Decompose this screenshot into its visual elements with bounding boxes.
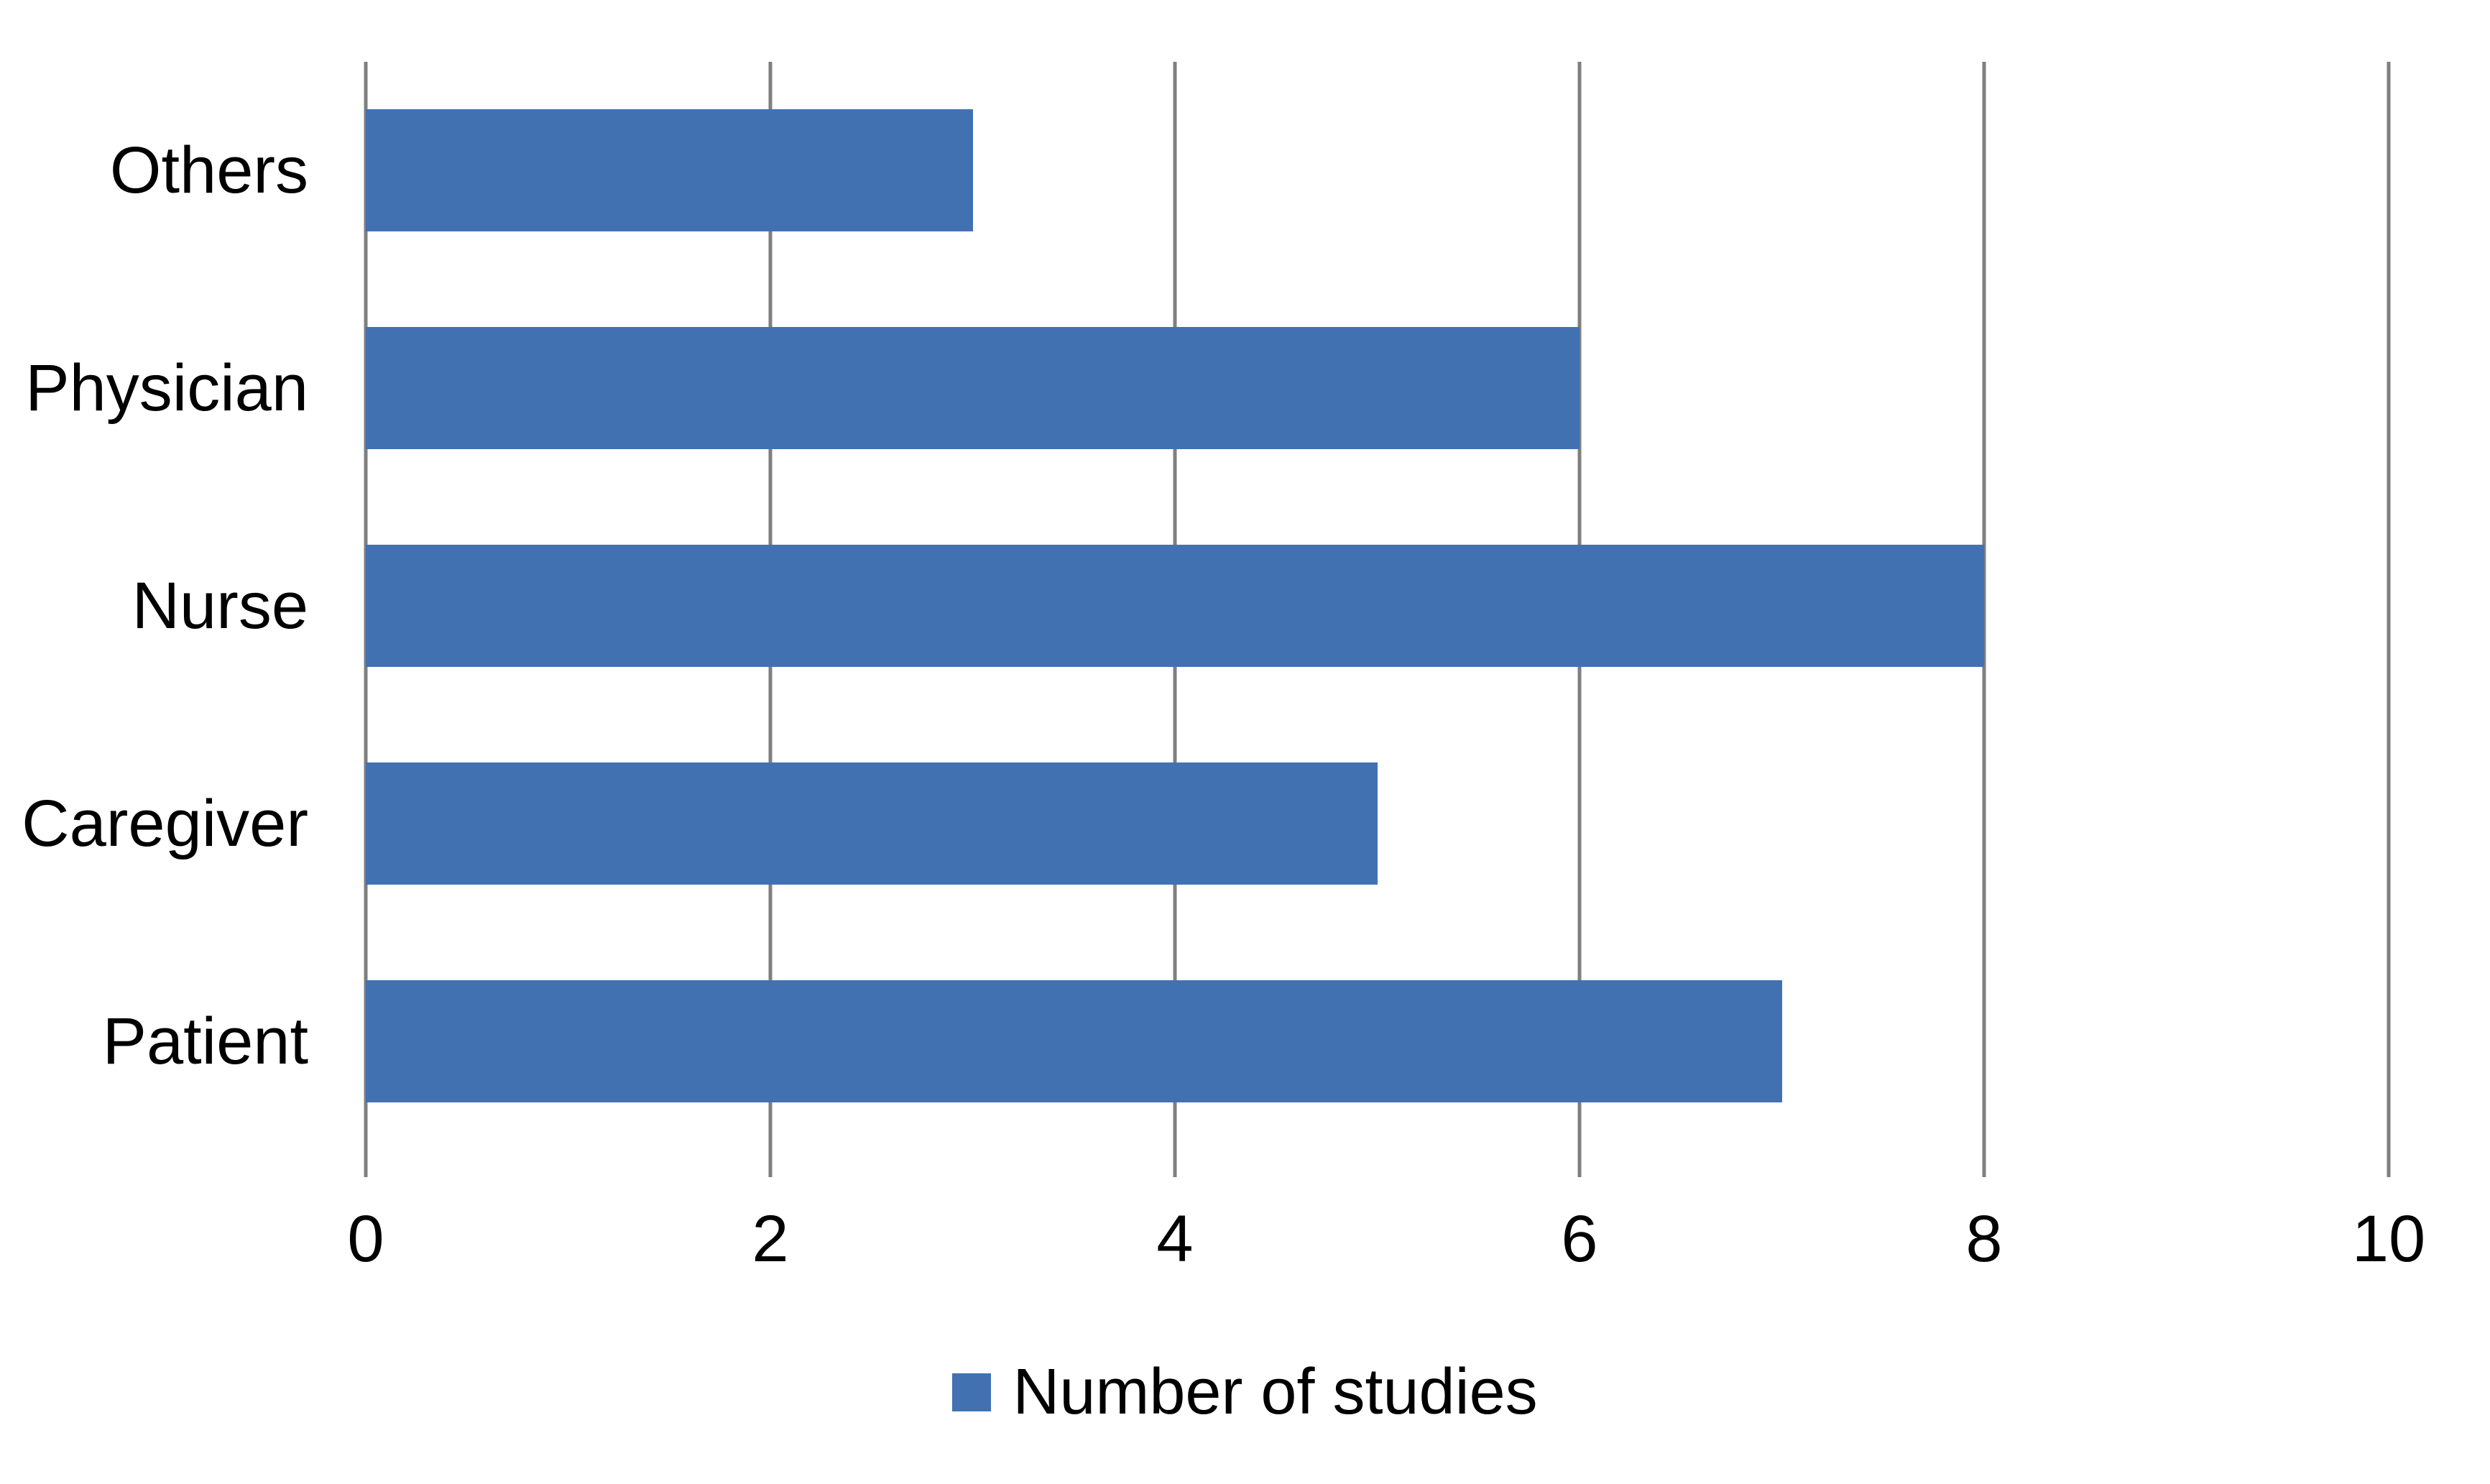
x-tick-label-2: 2	[752, 1202, 789, 1276]
bar-row-others	[366, 62, 2389, 280]
x-tick-label-0: 0	[347, 1202, 384, 1276]
legend: Number of studies	[0, 1345, 2490, 1439]
category-label-patient: Patient	[102, 1005, 308, 1078]
legend-label: Number of studies	[1013, 1355, 1538, 1428]
gridline-x-10	[2387, 62, 2391, 1177]
legend-swatch-icon	[952, 1373, 992, 1411]
x-tick-label-10: 10	[2351, 1202, 2426, 1276]
gridline-x-8	[1982, 62, 1986, 1177]
category-label-others: Others	[109, 134, 308, 207]
x-tick-label-8: 8	[1965, 1202, 2003, 1276]
bar-patient	[366, 980, 1782, 1102]
plot-area	[364, 62, 2391, 1177]
category-label-caregiver: Caregiver	[22, 787, 308, 860]
bar-nurse	[366, 545, 1984, 667]
bar-others	[366, 109, 973, 231]
bar-physician	[366, 327, 1580, 449]
bar-row-caregiver	[366, 715, 2389, 933]
bar-row-nurse	[366, 497, 2389, 715]
bar-row-physician	[366, 280, 2389, 497]
x-tick-label-6: 6	[1561, 1202, 1598, 1276]
bar-row-patient	[366, 933, 2389, 1151]
bar-caregiver	[366, 762, 1378, 885]
category-label-physician: Physician	[25, 351, 308, 425]
category-label-nurse: Nurse	[132, 569, 308, 642]
x-tick-label-4: 4	[1156, 1202, 1194, 1276]
